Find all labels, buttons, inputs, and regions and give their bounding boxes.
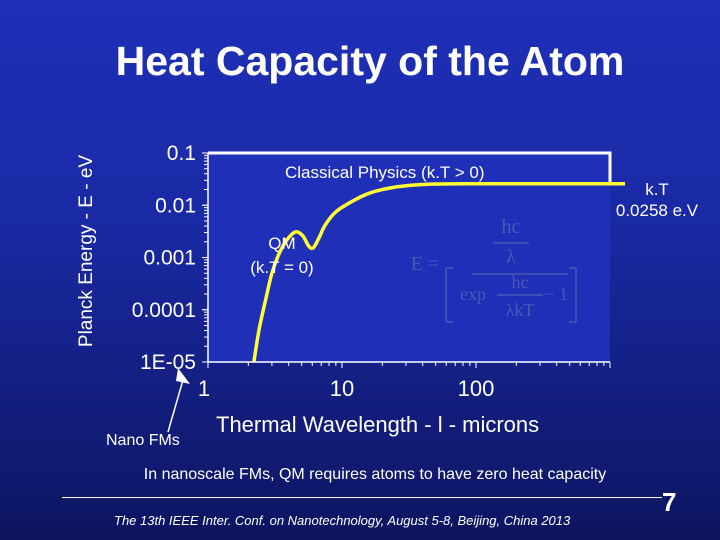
- x-tick-label: 100: [458, 376, 495, 401]
- footer-divider: [62, 497, 662, 498]
- formula-numerator-top: hc: [502, 216, 521, 238]
- nano-fms-arrow-head: [176, 368, 190, 384]
- kt-annotation-line2: 0.0258 e.V: [615, 201, 699, 220]
- formula-exp: exp: [460, 284, 486, 304]
- x-tick-label: 10: [330, 376, 354, 401]
- classical-physics-annotation: Classical Physics (k.T > 0): [285, 163, 484, 182]
- plot-area: [208, 153, 610, 362]
- qm-annotation-line1: QM: [268, 234, 295, 253]
- y-tick-label: 0.01: [155, 194, 196, 217]
- formula-minus-one: − 1: [544, 284, 568, 304]
- kt-annotation: k.T 0.0258 e.V: [612, 179, 702, 221]
- y-tick-label: 0.001: [143, 247, 196, 270]
- kt-annotation-line1: k.T: [645, 180, 669, 199]
- nano-fms-label: Nano FMs: [106, 432, 180, 449]
- slide-footer-text: In nanoscale FMs, QM requires atoms to h…: [143, 466, 607, 483]
- formula-inner-top: hc: [512, 272, 529, 292]
- formula-numerator-bottom: λ: [506, 246, 516, 268]
- page-number: 7: [662, 487, 677, 517]
- y-tick-label: 0.1: [167, 142, 196, 165]
- planck-energy-curve: [252, 181, 610, 363]
- nano-fms-arrow: [167, 379, 184, 433]
- qm-annotation-line2: (k.T = 0): [250, 258, 313, 277]
- y-tick-label: 0.0001: [132, 299, 196, 322]
- x-axis-label: Thermal Wavelength - l - microns: [216, 412, 540, 437]
- x-tick-label: 1: [198, 376, 210, 401]
- formula-lhs: E =: [411, 253, 440, 275]
- conference-citation: The 13th IEEE Inter. Conf. on Nanotechno…: [114, 513, 571, 528]
- y-tick-label: 1E-05: [140, 351, 196, 374]
- formula-inner-bottom: λkT: [506, 300, 535, 320]
- slide-title: Heat Capacity of the Atom: [115, 38, 625, 84]
